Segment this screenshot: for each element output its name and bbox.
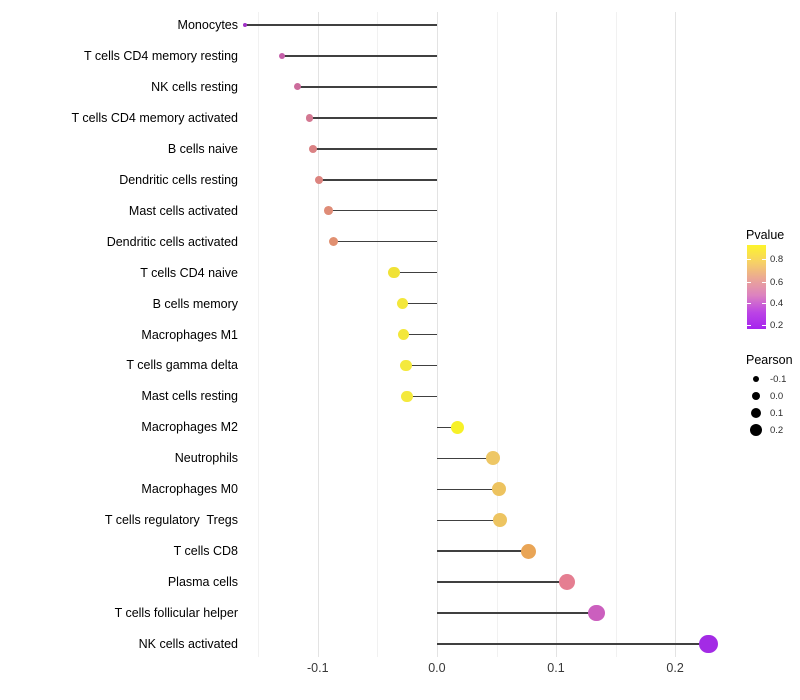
category-label: Dendritic cells resting [119, 172, 238, 187]
lollipop-stem [407, 395, 437, 398]
lollipop-stem [333, 240, 437, 243]
pearson-legend-title: Pearson [746, 353, 793, 367]
gridline-minor [377, 12, 379, 657]
lollipop-dot [401, 390, 413, 403]
category-label: T cells CD4 memory resting [84, 48, 238, 63]
gridline-minor [496, 12, 498, 657]
lollipop-stem [402, 302, 437, 305]
lollipop-stem [436, 519, 500, 521]
x-tick-label: 0.1 [547, 661, 565, 675]
gridline-minor [258, 12, 260, 657]
lollipop-dot [293, 83, 302, 91]
lollipop-dot [492, 513, 508, 528]
lollipop-stem [403, 333, 437, 336]
lollipop-dot [397, 328, 410, 341]
category-label: T cells CD4 memory activated [71, 110, 239, 125]
pearson-legend-label: 0.2 [770, 425, 784, 436]
pearson-legend-label: -0.1 [770, 374, 787, 385]
category-label: Macrophages M2 [141, 420, 238, 435]
lollipop-dot [485, 451, 500, 466]
lollipop-dot [400, 359, 412, 372]
category-label: T cells regulatory Tregs [104, 513, 238, 528]
lollipop-dot [396, 297, 409, 310]
pvalue-tick-mark [747, 259, 751, 260]
pvalue-tick-mark [747, 325, 751, 326]
lollipop-dot [521, 543, 537, 559]
pearson-legend-dot [749, 423, 763, 437]
lollipop-stem [406, 364, 437, 367]
pvalue-tick-mark [762, 303, 766, 304]
lollipop-stem [436, 612, 597, 614]
category-label: T cells gamma delta [126, 358, 238, 373]
lollipop-dot [491, 482, 506, 497]
gridline-major [436, 12, 438, 657]
lollipop-stem [436, 581, 567, 583]
x-tick-label: 0.0 [428, 661, 446, 675]
lollipop-stem [394, 271, 437, 274]
gridline-major [556, 12, 557, 657]
gridline-major [317, 12, 319, 657]
lollipop-stem [297, 86, 437, 88]
pvalue-tick-label: 0.2 [770, 320, 784, 331]
category-label: Macrophages M1 [141, 327, 238, 342]
lollipop-stem [245, 24, 437, 26]
category-label: NK cells activated [138, 637, 238, 651]
pvalue-tick-label: 0.6 [770, 277, 784, 288]
pearson-legend-dot [751, 391, 761, 401]
lollipop-stem [313, 148, 437, 150]
category-label: B cells memory [152, 296, 238, 311]
category-label: Plasma cells [167, 575, 238, 590]
pvalue-tick-mark [747, 303, 751, 304]
x-tick-label: -0.1 [307, 661, 329, 675]
lollipop-stem [436, 643, 709, 645]
lollipop-dot [558, 574, 575, 590]
category-label: Mast cells resting [141, 389, 238, 404]
lollipop-stem [436, 457, 493, 460]
x-tick-label: 0.2 [666, 661, 684, 675]
category-label: T cells CD4 naive [140, 265, 238, 280]
pvalue-tick-label: 0.8 [770, 254, 784, 265]
pearson-legend-dot [750, 407, 762, 419]
lollipop-dot [305, 113, 314, 122]
lollipop-dot [314, 175, 324, 184]
lollipop-dot [278, 52, 286, 60]
lollipop-dot [699, 634, 718, 654]
category-label: NK cells resting [151, 79, 238, 94]
category-label: Mast cells activated [128, 203, 238, 218]
lollipop-stem [436, 488, 499, 490]
pvalue-tick-mark [762, 325, 766, 326]
category-label: T cells CD8 [173, 544, 238, 559]
pvalue-tick-mark [747, 282, 751, 283]
lollipop-stem [436, 550, 529, 552]
pvalue-legend-title: Pvalue [746, 228, 785, 242]
lollipop-stem [319, 179, 437, 181]
category-label: Macrophages M0 [141, 482, 238, 497]
lollipop-stem [282, 55, 437, 57]
lollipop-stem [309, 117, 437, 119]
pvalue-tick-label: 0.4 [770, 298, 784, 309]
category-label: T cells follicular helper [114, 606, 238, 621]
lollipop-dot [328, 237, 338, 247]
lollipop-dot [388, 267, 400, 279]
gridline-major [675, 12, 677, 657]
lollipop-dot [243, 23, 248, 27]
lollipop-stem [328, 209, 437, 212]
lollipop-dot [588, 604, 605, 622]
category-label: Dendritic cells activated [106, 234, 238, 249]
pvalue-tick-mark [762, 282, 766, 283]
lollipop-dot [324, 206, 333, 216]
pearson-legend-dot [752, 375, 760, 383]
pvalue-tick-mark [762, 259, 766, 260]
pearson-legend-label: 0.0 [770, 391, 784, 402]
gridline-minor [615, 12, 617, 657]
category-label: Monocytes [177, 18, 238, 32]
category-label: Neutrophils [174, 451, 238, 466]
lollipop-dot [450, 420, 464, 434]
category-label: B cells naive [167, 141, 238, 156]
lollipop-stem [436, 426, 458, 429]
lollipop-dot [309, 144, 318, 153]
pvalue-color-gradient-bar [747, 245, 766, 329]
pearson-legend-label: 0.1 [770, 408, 784, 419]
